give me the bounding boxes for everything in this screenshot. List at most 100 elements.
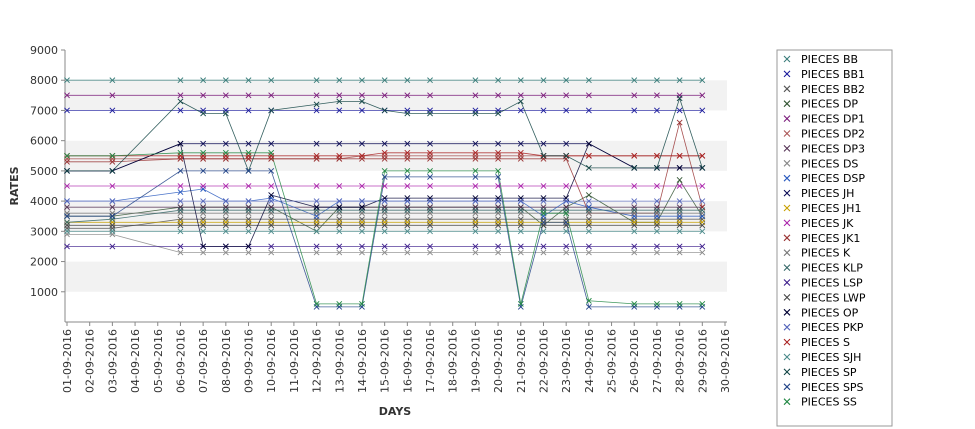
data-point [654, 207, 660, 214]
data-point [631, 249, 638, 256]
data-point [495, 92, 502, 99]
data-point [676, 119, 683, 126]
data-point [381, 228, 388, 235]
data-point [676, 152, 683, 159]
data-point [563, 107, 570, 114]
legend-label: PIECES BB2 [801, 83, 865, 96]
data-point [404, 140, 411, 147]
data-point [472, 249, 479, 256]
legend-item: PIECES K [783, 247, 851, 260]
data-point [427, 140, 433, 147]
data-point [109, 77, 116, 84]
data-point [495, 140, 502, 147]
data-point [200, 228, 207, 235]
data-point [109, 198, 116, 205]
data-point [336, 183, 343, 189]
legend-item: PIECES BB [783, 53, 858, 66]
data-point [200, 167, 207, 174]
data-point [336, 222, 343, 229]
data-point [177, 92, 184, 99]
y-tick-label: 6000 [30, 135, 58, 148]
data-point [540, 198, 547, 205]
data-point [359, 152, 365, 159]
legend-label: PIECES BB1 [801, 68, 865, 81]
data-point [336, 92, 343, 99]
grid-band [65, 201, 727, 232]
data-point [676, 243, 683, 250]
data-point [540, 228, 547, 235]
data-point [200, 149, 207, 156]
legend-label: PIECES DP3 [801, 142, 865, 155]
data-point [200, 77, 207, 84]
legend-item: PIECES LSP [783, 277, 863, 290]
data-point [222, 167, 229, 174]
data-point [381, 222, 388, 229]
data-point [313, 92, 320, 99]
data-point [585, 183, 592, 189]
legend-label: PIECES K [801, 247, 851, 260]
data-point [517, 155, 524, 162]
data-point [245, 167, 252, 174]
x-tick-label: 02-09-2016 [84, 329, 97, 393]
data-point [563, 228, 570, 235]
data-point [654, 198, 660, 205]
data-point [563, 140, 570, 147]
data-point [381, 198, 388, 205]
data-point [359, 204, 365, 211]
data-point [517, 222, 524, 229]
legend-label: PIECES DS [801, 157, 858, 170]
data-point [381, 77, 388, 84]
data-point [109, 213, 116, 220]
data-point [64, 228, 70, 235]
data-point [359, 92, 365, 99]
x-tick-label: 24-09-2016 [583, 329, 596, 393]
data-point [517, 249, 524, 256]
data-point [585, 140, 592, 147]
data-point [427, 243, 433, 250]
legend: PIECES BB PIECES BB1 PIECES BB2 PIECES DP PI… [776, 49, 893, 427]
data-point [109, 92, 116, 99]
legend-label: PIECES DP [801, 98, 858, 111]
data-point [313, 140, 320, 147]
legend-label: PIECES BB [801, 53, 858, 66]
data-point [381, 167, 388, 174]
data-point [381, 107, 388, 114]
data-point [631, 198, 638, 205]
data-point [222, 249, 229, 256]
data-point [404, 207, 411, 214]
data-point [268, 183, 275, 189]
data-point [585, 198, 592, 205]
data-point [699, 198, 706, 205]
legend-item: PIECES KLP [783, 262, 863, 275]
data-point [200, 183, 207, 189]
data-point [427, 155, 433, 162]
x-tick-label: 25-09-2016 [606, 329, 619, 393]
data-point [585, 297, 592, 304]
data-point [540, 77, 547, 84]
data-point [472, 155, 479, 162]
data-point [404, 155, 411, 162]
data-point [313, 101, 320, 108]
data-point [427, 92, 433, 99]
data-point [381, 155, 388, 162]
legend-label: PIECES DP1 [801, 113, 865, 126]
data-point [268, 107, 275, 114]
x-tick-label: 15-09-2016 [379, 329, 392, 393]
data-point [177, 77, 184, 84]
data-point [540, 219, 547, 226]
legend-box [776, 49, 893, 427]
data-point [427, 249, 433, 256]
data-point [359, 77, 365, 84]
data-point [245, 140, 252, 147]
data-point [631, 300, 638, 307]
data-point [177, 228, 184, 235]
data-point [381, 249, 388, 256]
data-point [336, 107, 343, 114]
data-point [563, 183, 570, 189]
data-point [495, 228, 502, 235]
data-point [676, 300, 683, 307]
data-point [427, 183, 433, 189]
data-point [268, 192, 275, 198]
legend-item: PIECES DP [783, 98, 858, 111]
data-point [404, 222, 411, 229]
